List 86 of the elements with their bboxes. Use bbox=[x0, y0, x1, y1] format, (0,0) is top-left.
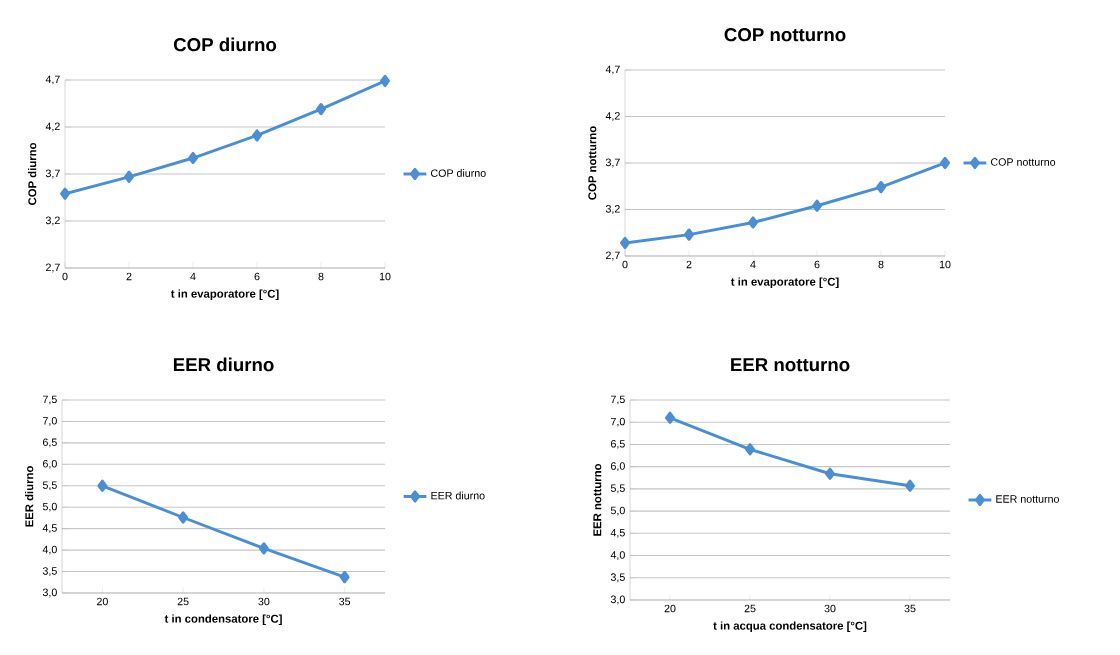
point bbox=[339, 570, 350, 584]
x-tick-label: 20 bbox=[664, 604, 676, 613]
x-axis-title: t in evaporatore [°C] bbox=[730, 277, 839, 288]
y-tick-label: 4,2 bbox=[45, 122, 60, 132]
x-tick-label: 6 bbox=[814, 260, 820, 269]
point bbox=[258, 542, 269, 555]
chart-title: EER notturno bbox=[731, 358, 850, 372]
legend-label: COP diurno bbox=[430, 169, 486, 177]
y-tick-label: 4,5 bbox=[42, 524, 57, 533]
legend-label: EER notturno bbox=[996, 495, 1059, 503]
point bbox=[124, 170, 134, 183]
chart-title: COP diurno bbox=[173, 37, 277, 52]
point bbox=[748, 216, 758, 229]
y-tick-label: 5,0 bbox=[42, 502, 57, 512]
x-tick-label: 25 bbox=[177, 597, 189, 606]
x-tick-label: 2 bbox=[686, 260, 692, 269]
point bbox=[745, 443, 755, 456]
y-tick-label: 3,7 bbox=[605, 158, 620, 168]
point bbox=[905, 479, 915, 492]
point bbox=[252, 129, 262, 142]
y-tick-label: 4,0 bbox=[610, 551, 625, 560]
y-tick-label: 6,0 bbox=[43, 459, 57, 469]
x-tick-label: 8 bbox=[878, 260, 884, 269]
point bbox=[620, 236, 630, 250]
y-tick-label: 6,5 bbox=[611, 440, 625, 449]
point bbox=[316, 102, 326, 116]
point bbox=[380, 74, 390, 88]
point bbox=[940, 156, 950, 170]
point bbox=[665, 411, 675, 424]
point bbox=[178, 511, 189, 524]
y-axis-title: EER diurno bbox=[24, 466, 34, 527]
y-tick-label: 3,2 bbox=[605, 205, 620, 214]
legend-label: COP notturno bbox=[990, 158, 1056, 166]
y-tick-label: 7,5 bbox=[43, 395, 57, 405]
x-tick-label: 0 bbox=[622, 260, 628, 269]
y-tick-label: 2,7 bbox=[606, 251, 620, 261]
point bbox=[812, 199, 822, 212]
point bbox=[876, 181, 886, 194]
y-tick-label: 7,5 bbox=[611, 395, 625, 405]
y-tick-label: 6,5 bbox=[43, 438, 57, 448]
x-tick-label: 2 bbox=[126, 272, 132, 281]
y-tick-label: 6,0 bbox=[611, 462, 625, 472]
x-tick-label: 25 bbox=[744, 604, 756, 613]
x-tick-label: 0 bbox=[62, 272, 68, 281]
point bbox=[825, 467, 835, 480]
y-tick-label: 3,0 bbox=[42, 588, 57, 598]
x-tick-label: 30 bbox=[258, 597, 270, 606]
y-tick-label: 3,5 bbox=[610, 573, 625, 583]
x-tick-label: 10 bbox=[379, 272, 391, 281]
y-tick-label: 4,0 bbox=[42, 545, 57, 555]
y-tick-label: 4,2 bbox=[605, 112, 620, 121]
x-tick-label: 10 bbox=[939, 260, 951, 269]
x-tick-label: 6 bbox=[254, 272, 260, 281]
y-tick-label: 3,2 bbox=[45, 216, 60, 226]
y-tick-label: 7,0 bbox=[611, 417, 625, 427]
y-tick-label: 4,5 bbox=[610, 528, 625, 538]
point bbox=[188, 151, 198, 165]
x-tick-label: 20 bbox=[96, 597, 108, 606]
x-axis-title: t in acqua condensatore [°C] bbox=[713, 621, 867, 632]
y-tick-label: 5,0 bbox=[610, 506, 625, 516]
y-tick-label: 4,7 bbox=[605, 65, 620, 75]
x-tick-label: 4 bbox=[190, 272, 196, 281]
x-tick-label: 35 bbox=[904, 604, 916, 613]
x-tick-label: 30 bbox=[824, 604, 836, 613]
legend-label: EER diurno bbox=[431, 491, 485, 500]
x-axis-title: t in evaporatore [°C] bbox=[170, 289, 279, 300]
y-axis-title: EER notturno bbox=[593, 463, 602, 536]
y-tick-label: 5,5 bbox=[42, 481, 57, 491]
point bbox=[97, 479, 108, 492]
x-tick-label: 8 bbox=[318, 272, 324, 281]
point bbox=[684, 228, 694, 241]
x-tick-label: 35 bbox=[339, 597, 351, 606]
chart-title: COP notturno bbox=[724, 28, 846, 42]
y-tick-label: 2,7 bbox=[46, 263, 60, 273]
y-tick-label: 5,5 bbox=[610, 484, 625, 494]
y-tick-label: 4,7 bbox=[45, 75, 60, 85]
y-axis-title: COP diurno bbox=[27, 142, 37, 206]
y-tick-label: 7,0 bbox=[43, 417, 57, 426]
point bbox=[60, 187, 70, 200]
y-tick-label: 3,7 bbox=[45, 169, 60, 179]
y-tick-label: 3,5 bbox=[42, 567, 57, 576]
chart-title: EER diurno bbox=[173, 357, 274, 372]
x-tick-label: 4 bbox=[750, 260, 756, 269]
y-axis-title: COP notturno bbox=[588, 126, 597, 200]
x-axis-title: t in condensatore [°C] bbox=[164, 614, 282, 625]
y-tick-label: 3,0 bbox=[610, 595, 625, 605]
